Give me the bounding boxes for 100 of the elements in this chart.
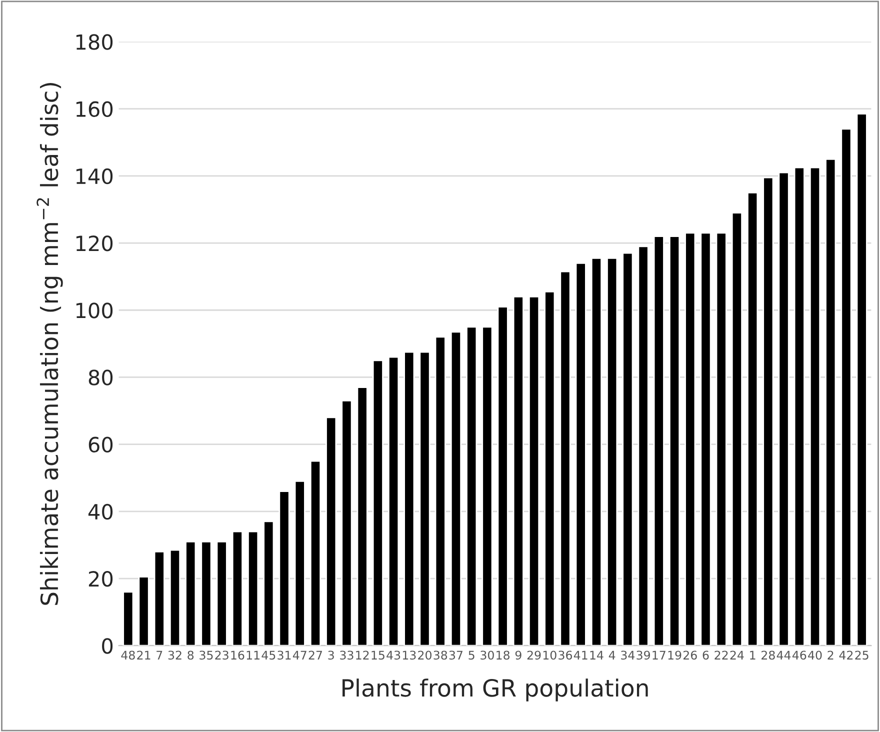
y-tick-label: 100 (76, 302, 113, 318)
bar (606, 257, 618, 646)
x-tick-label: 23 (215, 650, 228, 660)
x-tick-label: 9 (515, 650, 522, 660)
bar (169, 549, 181, 646)
x-tick-label: 5 (468, 650, 474, 660)
x-tick-label: 3 (328, 650, 334, 660)
y-tick-label: 20 (88, 570, 113, 587)
x-tick-label: 12 (356, 650, 369, 660)
bar (263, 520, 274, 646)
bar (419, 351, 430, 646)
x-tick-label: 30 (480, 650, 494, 660)
x-tick-label: 20 (418, 650, 432, 660)
y-tick-label: 80 (88, 370, 113, 386)
bar (653, 236, 664, 646)
x-tick-label: 32 (168, 650, 182, 660)
x-tick-label: 21 (137, 650, 150, 660)
bar (216, 540, 228, 646)
bar (747, 192, 758, 646)
bar (512, 296, 524, 646)
bar (278, 490, 290, 646)
x-tick-label: 48 (121, 650, 135, 660)
x-tick-label: 14 (590, 650, 604, 660)
x-tick-label: 25 (855, 650, 868, 660)
x-tick-label: 40 (808, 650, 822, 660)
bar (232, 530, 243, 646)
y-tick-label: 160 (76, 101, 113, 118)
bar (154, 550, 165, 646)
bar (497, 306, 508, 646)
x-tick-label: 34 (621, 650, 635, 660)
bar (668, 236, 680, 646)
bar (840, 128, 852, 646)
x-tick-label: 33 (340, 650, 354, 660)
bar (622, 252, 634, 646)
bar (200, 540, 212, 646)
bar (248, 530, 259, 646)
x-tick-label: 36 (558, 650, 572, 660)
bar (778, 172, 790, 646)
y-tick-label: 140 (76, 168, 113, 184)
x-tick-label: 41 (574, 650, 588, 660)
x-tick-label: 17 (652, 650, 666, 660)
x-tick-label: 42 (839, 650, 853, 660)
x-tick-label: 37 (449, 650, 462, 660)
x-tick-label: 28 (762, 650, 775, 660)
x-tick-label: 26 (683, 650, 697, 660)
bar (356, 386, 368, 646)
bar (544, 290, 556, 646)
bar (482, 326, 493, 646)
x-tick-label: 2 (828, 650, 834, 660)
bar (575, 262, 586, 646)
y-tick-label: 0 (102, 638, 113, 654)
x-tick-label: 7 (156, 650, 162, 660)
x-tick-label: 6 (702, 650, 709, 660)
bar (294, 480, 306, 646)
x-tick-label: 24 (730, 650, 744, 660)
bar (794, 166, 805, 646)
x-tick-label: 27 (308, 650, 322, 660)
bar (185, 540, 196, 646)
x-tick-label: 11 (246, 650, 260, 660)
bar (856, 113, 868, 646)
bar (388, 356, 400, 646)
bar (590, 257, 602, 646)
x-tick-label: 43 (386, 650, 400, 660)
x-tick-label: 16 (231, 650, 244, 660)
x-tick-label: 45 (262, 650, 276, 660)
y-tick-label: 120 (76, 235, 113, 252)
y-tick-label: 180 (76, 34, 113, 50)
x-tick-label: 44 (776, 650, 791, 660)
bar (762, 176, 774, 646)
bar (825, 158, 836, 646)
bar (138, 576, 150, 646)
bar (341, 400, 352, 646)
x-tick-label: 18 (496, 650, 510, 660)
bar (310, 460, 322, 646)
x-tick-label: 47 (292, 650, 306, 660)
bar (560, 270, 571, 646)
bar (731, 212, 742, 646)
x-tick-label: 19 (668, 650, 682, 660)
y-axis-title: Shikimate accumulation (ng mm$^{−2}$ leaf disc) (36, 83, 63, 605)
y-tick-label: 40 (88, 504, 113, 520)
bar (700, 232, 712, 646)
x-tick-label: 29 (527, 650, 541, 660)
x-tick-label: 4 (608, 650, 616, 660)
bar (716, 232, 727, 646)
y-tick-label: 60 (88, 436, 113, 453)
x-tick-label: 31 (278, 650, 291, 660)
x-tick-label: 46 (792, 650, 806, 660)
x-tick-label: 13 (402, 650, 416, 660)
bar (372, 360, 384, 646)
bar (434, 336, 446, 646)
x-tick-label: 35 (200, 650, 213, 660)
x-axis-title: Plants from GR population (342, 678, 648, 702)
bar (684, 232, 696, 646)
bar (528, 296, 540, 646)
x-tick-label: 1 (750, 650, 756, 660)
x-tick-label: 38 (434, 650, 448, 660)
x-tick-label: 8 (188, 650, 194, 660)
x-tick-label: 10 (543, 650, 556, 660)
bar (404, 351, 415, 646)
bar (450, 331, 462, 646)
